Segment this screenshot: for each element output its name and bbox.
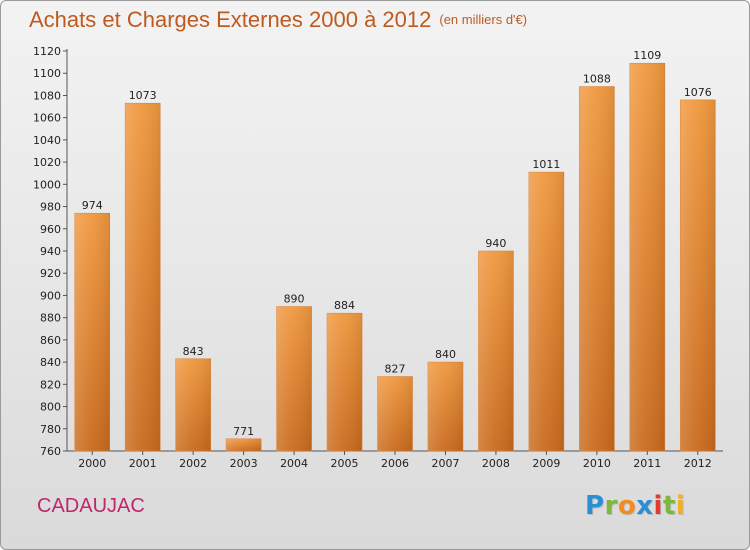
x-tick-label: 2009 [532, 457, 560, 470]
bar-value-label: 890 [284, 293, 305, 306]
logo-letter: x [636, 491, 654, 521]
city-name: CADAUJAC [37, 495, 145, 517]
bar-shine [377, 376, 413, 451]
y-tick-label: 880 [40, 312, 61, 325]
x-tick-label: 2008 [482, 457, 510, 470]
chart-title-main: Achats et Charges Externes 2000 à 2012 [29, 7, 432, 32]
y-tick-label: 1020 [33, 156, 61, 169]
bar-shine [680, 99, 716, 451]
logo-letter: t [662, 491, 676, 521]
y-tick-label: 800 [40, 401, 61, 414]
bar-shine [427, 362, 463, 451]
y-tick-label: 920 [40, 267, 61, 280]
x-tick-label: 2003 [230, 457, 258, 470]
bar-value-label: 974 [82, 199, 103, 212]
y-tick-label: 940 [40, 245, 61, 258]
logo-letter: r [604, 491, 618, 521]
bar-value-label: 940 [485, 237, 506, 250]
y-tick-label: 1120 [33, 45, 61, 58]
y-tick-label: 840 [40, 356, 61, 369]
chart-subtitle: (en milliers d'€) [439, 12, 528, 27]
x-tick-label: 2012 [684, 457, 712, 470]
bar-value-label: 1088 [583, 73, 611, 86]
y-tick-label: 900 [40, 289, 61, 302]
y-tick-label: 980 [40, 201, 61, 214]
logo-letter: o [617, 491, 637, 521]
y-tick-label: 960 [40, 223, 61, 236]
bar-shine [327, 313, 363, 451]
y-tick-label: 1000 [33, 178, 61, 191]
x-tick-label: 2000 [78, 457, 106, 470]
x-tick-label: 2005 [331, 457, 359, 470]
bar-value-label: 843 [183, 345, 204, 358]
x-tick-label: 2006 [381, 457, 409, 470]
bar-value-label: 1109 [633, 49, 661, 62]
bar-value-label: 1011 [532, 158, 560, 171]
bar-value-label: 840 [435, 348, 456, 361]
logo-letter: i [675, 491, 686, 521]
x-tick-label: 2011 [633, 457, 661, 470]
x-tick-label: 2002 [179, 457, 207, 470]
y-tick-label: 1100 [33, 67, 61, 80]
y-tick-label: 780 [40, 423, 61, 436]
bar-shine [629, 63, 665, 451]
y-tick-label: 860 [40, 334, 61, 347]
bar-shine [125, 103, 161, 451]
y-tick-label: 760 [40, 445, 61, 458]
logo-letter: i [653, 491, 663, 521]
logo-letter: P [585, 491, 605, 521]
proxiti-logo: Proxiti [585, 491, 685, 521]
bar-shine [74, 213, 110, 451]
chart-title: Achats et Charges Externes 2000 à 2012 (e… [29, 7, 527, 33]
y-tick-label: 1040 [33, 134, 61, 147]
bar-value-label: 884 [334, 299, 355, 312]
bar-shine [579, 86, 615, 452]
bar-value-label: 827 [385, 363, 406, 376]
x-tick-label: 2004 [280, 457, 308, 470]
x-tick-label: 2007 [431, 457, 459, 470]
bar-value-label: 771 [233, 425, 254, 438]
y-tick-label: 820 [40, 378, 61, 391]
x-tick-label: 2001 [129, 457, 157, 470]
x-tick-label: 2010 [583, 457, 611, 470]
bar-value-label: 1076 [684, 86, 712, 99]
bar-shine [478, 251, 514, 451]
bar-value-label: 1073 [129, 89, 157, 102]
bar-shine [276, 306, 312, 451]
bar-shine [226, 438, 262, 451]
y-tick-label: 1060 [33, 112, 61, 125]
bar-shine [528, 172, 564, 451]
y-tick-label: 1080 [33, 89, 61, 102]
bar-shine [175, 358, 211, 451]
